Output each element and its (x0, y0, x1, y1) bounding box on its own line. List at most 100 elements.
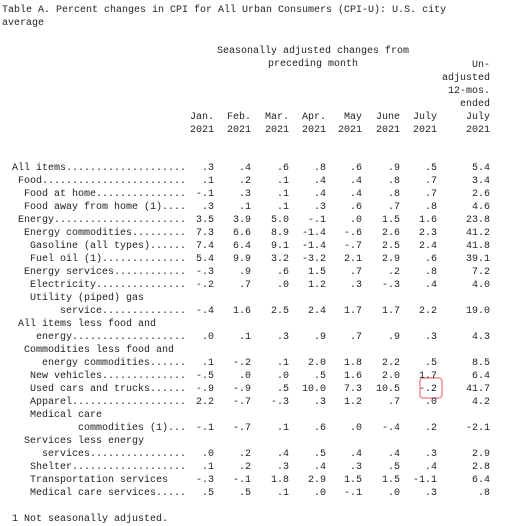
row-label: Medical care (30, 410, 103, 421)
cell-value: 1.7 (418, 371, 437, 382)
column-year: 2021 (189, 125, 214, 136)
cell-value: .1 (276, 176, 289, 187)
cell-value: 1.7 (343, 306, 362, 317)
cell-value: 5.4 (195, 254, 214, 265)
cell-value: 10.5 (375, 384, 400, 395)
column-month: May (343, 112, 362, 123)
cell-value: 2.0 (381, 371, 400, 382)
column-month: June (375, 112, 400, 123)
cell-value: .4 (387, 449, 400, 460)
cell-value: .0 (424, 397, 437, 408)
cell-value: .4 (238, 163, 251, 174)
cell-value: .3 (313, 397, 326, 408)
cell-value: .8 (424, 267, 437, 278)
cell-value: 6.4 (471, 371, 490, 382)
cell-value: .7 (424, 189, 437, 200)
column-year: 2021 (264, 125, 289, 136)
cell-value: 7.3 (195, 228, 214, 239)
cell-value: 2.6 (471, 189, 490, 200)
column-year: 2021 (226, 125, 251, 136)
column-header: July (465, 112, 490, 123)
cell-value: 9.1 (270, 241, 289, 252)
cell-value: .8 (477, 488, 490, 499)
cell-value: 2.6 (381, 228, 400, 239)
column-year: 2021 (337, 125, 362, 136)
cell-value: -.1 (195, 423, 214, 434)
cell-value: 2.9 (471, 449, 490, 460)
column-header: 2021 (465, 125, 490, 136)
row-label: services................ (42, 449, 187, 460)
row-label: Medical care services..... (30, 488, 187, 499)
cell-value: 41.2 (465, 228, 490, 239)
cell-value: .6 (276, 163, 289, 174)
row-label: commodities (1)... (78, 423, 187, 434)
column-header: Un- (471, 60, 490, 71)
cell-value: .0 (276, 371, 289, 382)
cell-value: 2.9 (381, 254, 400, 265)
cell-value: .0 (313, 488, 326, 499)
cell-value: .9 (313, 332, 326, 343)
cell-value: 6.4 (471, 475, 490, 486)
cell-value: -.7 (232, 423, 251, 434)
cell-value: 1.6 (418, 215, 437, 226)
cell-value: .5 (424, 163, 437, 174)
table-title: Table A. Percent changes in CPI for All … (2, 5, 447, 29)
cell-value: .6 (313, 423, 326, 434)
cell-value: 4.0 (471, 280, 490, 291)
cell-value: .5 (387, 462, 400, 473)
cell-value: 3.9 (232, 215, 251, 226)
row-label: Commodities less food and (24, 345, 175, 356)
cell-value: .0 (349, 215, 362, 226)
cell-value: 3.2 (270, 254, 289, 265)
cell-value: .0 (349, 423, 362, 434)
cell-value: 9.9 (232, 254, 251, 265)
cell-value: -1.4 (301, 241, 326, 252)
cell-value: .3 (349, 462, 362, 473)
column-header: ended (459, 99, 490, 110)
cell-value: -.1 (343, 488, 362, 499)
cell-value: .0 (201, 332, 214, 343)
footnote: 1 Not seasonally adjusted. (12, 514, 169, 525)
cell-value: .2 (387, 267, 400, 278)
cell-value: .6 (349, 202, 362, 213)
column-year: 2021 (301, 125, 326, 136)
cell-value: .1 (201, 358, 214, 369)
cell-value: .5 (201, 488, 214, 499)
cell-value: .1 (276, 189, 289, 200)
cell-value: 1.5 (307, 267, 326, 278)
cell-value: .1 (238, 202, 251, 213)
row-label: Utility (piped) gas (30, 293, 145, 304)
cell-value: .3 (349, 280, 362, 291)
cell-value: 5.4 (471, 163, 490, 174)
cell-value: .5 (313, 449, 326, 460)
cell-value: 1.8 (270, 475, 289, 486)
row-label: All items.................... (12, 163, 187, 174)
cell-value: -.9 (232, 384, 251, 395)
cell-value: 2.2 (381, 358, 400, 369)
cell-value: .0 (201, 449, 214, 460)
cell-value: .5 (313, 371, 326, 382)
cell-value: -.6 (343, 228, 362, 239)
row-label: service.............. (60, 306, 187, 317)
row-label: Food at home............... (24, 189, 187, 200)
cell-value: 5.0 (270, 215, 289, 226)
cell-value: .4 (349, 176, 362, 187)
cell-value: 2.5 (381, 241, 400, 252)
cell-value: .5 (424, 358, 437, 369)
cell-value: 4.3 (471, 332, 490, 343)
row-label: New vehicles.............. (30, 371, 187, 382)
cell-value: .0 (238, 371, 251, 382)
column-month: July (412, 112, 437, 123)
column-month: Jan. (189, 112, 214, 123)
cell-value: -1.1 (412, 475, 437, 486)
column-header: adjusted (441, 73, 490, 84)
cell-value: -.3 (195, 475, 214, 486)
cell-value: 10.0 (301, 384, 326, 395)
row-label: Energy services............ (24, 267, 187, 278)
cell-value: .3 (424, 449, 437, 460)
cell-value: .3 (313, 202, 326, 213)
cell-value: -2.1 (465, 423, 490, 434)
cell-value: -.1 (232, 475, 251, 486)
cell-value: -.5 (195, 371, 214, 382)
cell-value: .6 (276, 267, 289, 278)
